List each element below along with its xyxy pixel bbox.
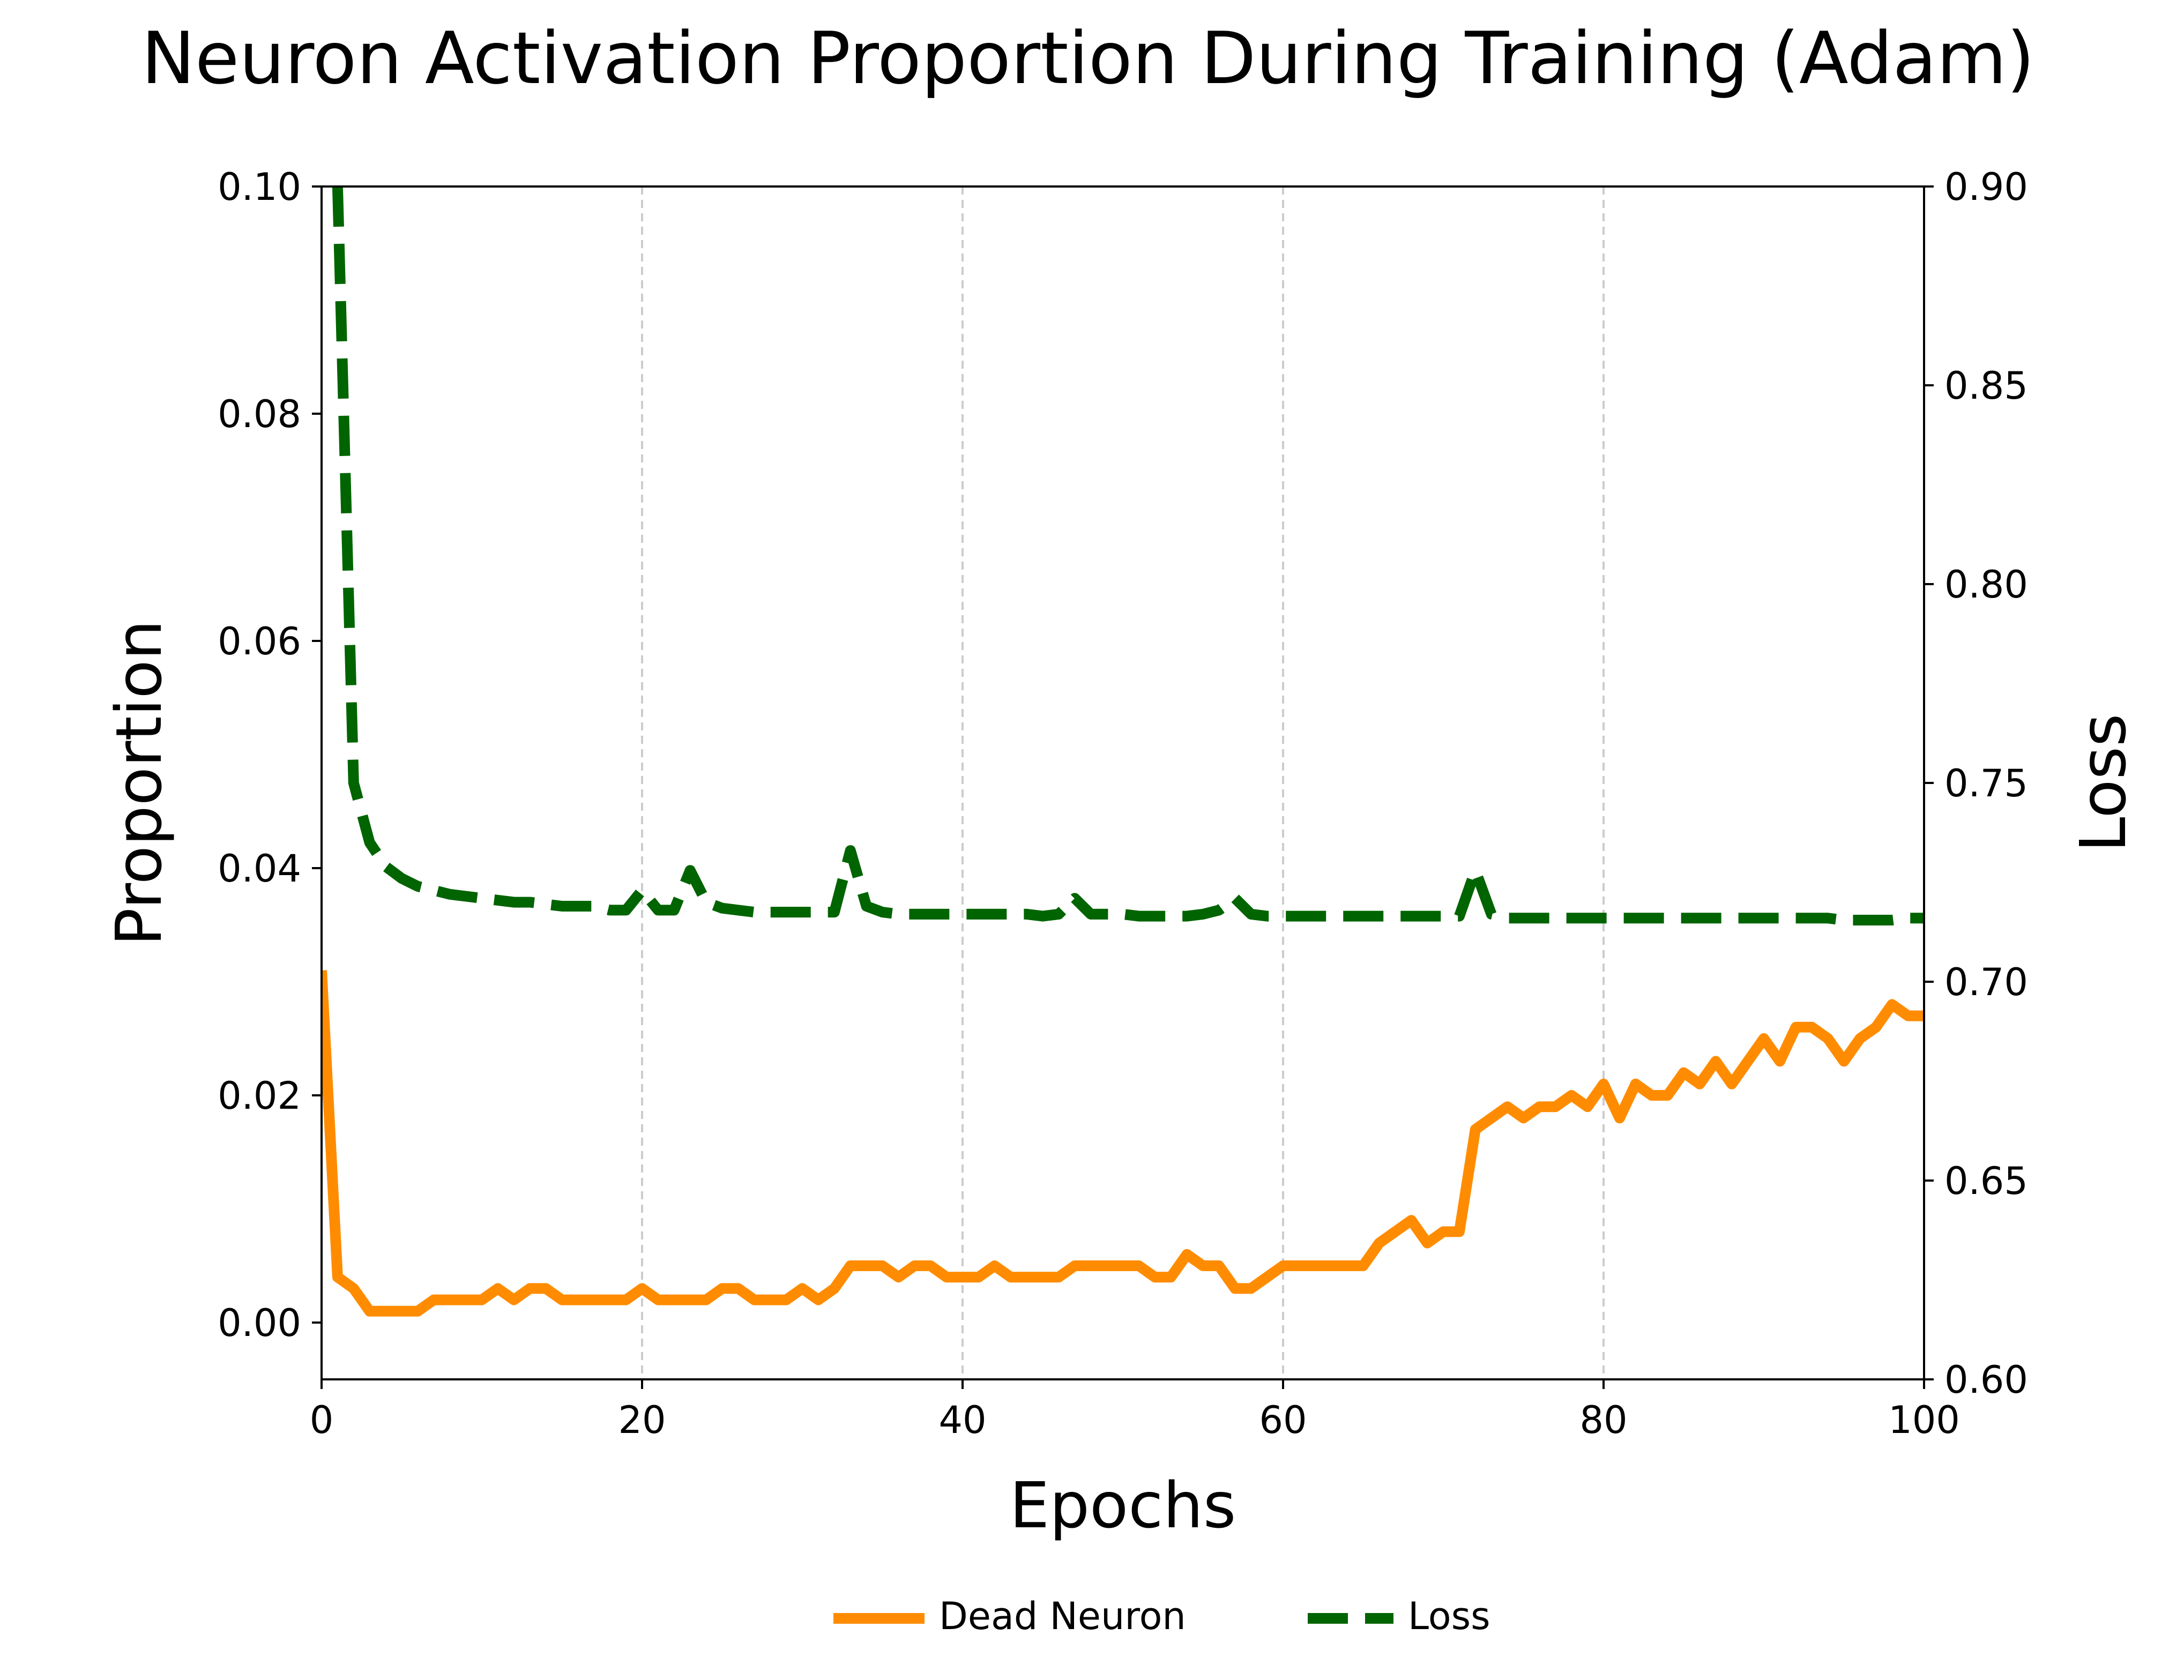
- y-tick-label: 0.00: [218, 1301, 301, 1345]
- x-tick-label: 100: [1888, 1398, 1960, 1442]
- series-layer: [322, 186, 1924, 1317]
- legend: Dead Neuron Loss: [833, 1594, 1490, 1638]
- x-tick-label: 60: [1259, 1398, 1307, 1442]
- y2-tick-label: 0.60: [1944, 1358, 2028, 1402]
- y-axis-right: 0.60 0.65 0.70 0.75 0.80 0.85 0.90: [1924, 165, 2028, 1402]
- x-tick-label: 0: [310, 1398, 334, 1442]
- y-tick-label: 0.08: [218, 392, 301, 436]
- legend-loss-label: Loss: [1408, 1594, 1490, 1638]
- loss-series-line: [332, 186, 1924, 925]
- y2-tick-label: 0.70: [1944, 960, 2028, 1004]
- y-axis-label: Proportion: [102, 620, 176, 946]
- chart-title: Neuron Activation Proportion During Trai…: [141, 17, 2035, 100]
- x-axis-label: Epochs: [1010, 1468, 1236, 1542]
- x-tick-label: 40: [938, 1398, 986, 1442]
- y-axis-left: 0.00 0.02 0.04 0.06 0.08 0.10: [218, 165, 322, 1345]
- dead-neuron-series-line: [322, 970, 1924, 1317]
- y-tick-label: 0.06: [218, 619, 301, 663]
- y2-tick-label: 0.80: [1944, 563, 2028, 607]
- y2-tick-label: 0.75: [1944, 761, 2028, 805]
- y2-axis-label: Loss: [2066, 714, 2140, 853]
- grid: [641, 186, 1605, 1379]
- x-axis: 0 20 40 60 80 100: [310, 1379, 1960, 1442]
- y-tick-label: 0.10: [218, 165, 301, 209]
- x-tick-label: 20: [618, 1398, 666, 1442]
- legend-dead-neuron-label: Dead Neuron: [939, 1594, 1186, 1638]
- y2-tick-label: 0.90: [1944, 165, 2028, 209]
- x-tick-label: 80: [1579, 1398, 1627, 1442]
- y-tick-label: 0.04: [218, 847, 301, 891]
- y-tick-label: 0.02: [218, 1074, 301, 1118]
- y2-tick-label: 0.85: [1944, 364, 2028, 408]
- y2-tick-label: 0.65: [1944, 1159, 2028, 1203]
